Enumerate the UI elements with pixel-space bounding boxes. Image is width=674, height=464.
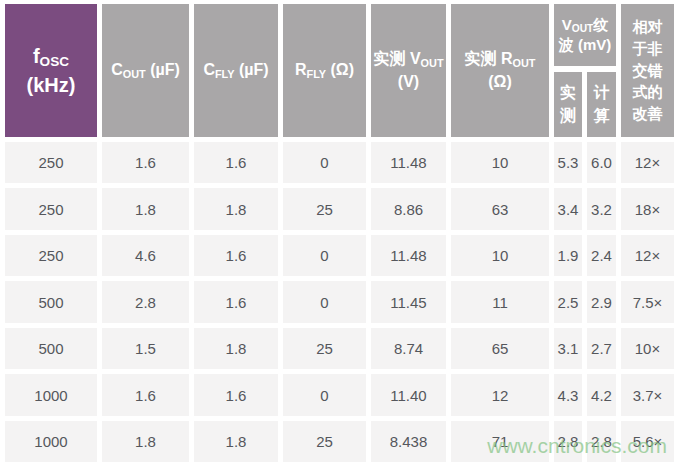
table-cell: 1000	[5, 374, 97, 416]
table-cell: 1.8	[194, 328, 278, 370]
table-cell: 3.1	[554, 328, 582, 370]
header-rfly-label: RFLY (Ω)	[295, 59, 354, 81]
table-cell: 8.86	[371, 188, 446, 230]
header-vout-line2: (V)	[398, 71, 419, 93]
table-cell: 12×	[621, 142, 674, 184]
table-cell: 3.4	[554, 188, 582, 230]
table-cell: 0	[283, 142, 366, 184]
table-cell: 1.5	[102, 328, 189, 370]
table-cell: 2.8	[102, 281, 189, 323]
table-cell: 3.7×	[621, 374, 674, 416]
table-cell: 1.8	[194, 188, 278, 230]
table-cell: 2.9	[587, 281, 616, 323]
table-cell: 2.4	[587, 235, 616, 277]
table-cell: 2.7	[587, 328, 616, 370]
table-cell: 63	[451, 188, 549, 230]
table-cell: 250	[5, 235, 97, 277]
table-cell: 11.48	[371, 235, 446, 277]
table-cell: 11.45	[371, 281, 446, 323]
table-cell: 2.5	[554, 281, 582, 323]
table-cell: 25	[283, 328, 366, 370]
table-cell: 6.0	[587, 142, 616, 184]
watermark: www.cntronics.com	[487, 434, 667, 458]
header-cfly: CFLY (µF)	[194, 4, 278, 137]
table-cell: 0	[283, 374, 366, 416]
table-cell: 11.48	[371, 142, 446, 184]
table-cell: 1.6	[194, 374, 278, 416]
table-cell: 7.5×	[621, 281, 674, 323]
table-cell: 1.6	[194, 235, 278, 277]
table-cell: 1.8	[102, 188, 189, 230]
table-cell: 1.8	[194, 421, 278, 463]
table-cell: 500	[5, 328, 97, 370]
table-cell: 11	[451, 281, 549, 323]
table-cell: 10	[451, 142, 549, 184]
header-vout-line1: 实测 VOUT	[373, 48, 443, 70]
table-cell: 12	[451, 374, 549, 416]
header-improvement: 相对于非交错式的改善	[621, 4, 674, 137]
table-cell: 1000	[5, 421, 97, 463]
table-cell: 8.438	[371, 421, 446, 463]
header-rout-line1: 实测 ROUT	[465, 48, 536, 70]
header-fosc: fOSC (kHz)	[5, 4, 97, 137]
table-cell: 4.3	[554, 374, 582, 416]
table-cell: 10	[451, 235, 549, 277]
header-cout-label: COUT (µF)	[111, 59, 180, 81]
header-fosc-line2: (kHz)	[27, 71, 76, 100]
header-rout-measured: 实测 ROUT (Ω)	[451, 4, 549, 137]
table-cell: 11.40	[371, 374, 446, 416]
table-cell: 1.6	[102, 374, 189, 416]
header-cout: COUT (µF)	[102, 4, 189, 137]
results-table: fOSC (kHz) COUT (µF) CFLY (µF) RFLY (Ω) …	[0, 0, 674, 464]
header-vout-ripple-label: VOUT纹波 (mV)	[559, 15, 612, 56]
table-cell: 25	[283, 421, 366, 463]
table-cell: 1.6	[194, 142, 278, 184]
table-cell: 4.6	[102, 235, 189, 277]
table-cell: 1.6	[102, 142, 189, 184]
table-cell: 250	[5, 142, 97, 184]
table-cell: 18×	[621, 188, 674, 230]
table-cell: 8.74	[371, 328, 446, 370]
header-cfly-label: CFLY (µF)	[203, 59, 268, 81]
header-vout-measured: 实测 VOUT (V)	[371, 4, 446, 137]
header-rfly: RFLY (Ω)	[283, 4, 366, 137]
table-cell: 25	[283, 188, 366, 230]
header-ripple-calculated: 计算	[587, 72, 616, 138]
table-cell: 10×	[621, 328, 674, 370]
header-fosc-line1: fOSC	[33, 42, 69, 71]
table-cell: 1.8	[102, 421, 189, 463]
table-cell: 5.3	[554, 142, 582, 184]
header-vout-ripple: VOUT纹波 (mV)	[554, 4, 616, 66]
table-cell: 1.6	[194, 281, 278, 323]
table-cell: 0	[283, 281, 366, 323]
header-rout-line2: (Ω)	[488, 71, 511, 93]
table-cell: 0	[283, 235, 366, 277]
table-cell: 3.2	[587, 188, 616, 230]
table-cell: 12×	[621, 235, 674, 277]
table-cell: 1.9	[554, 235, 582, 277]
table-cell: 4.2	[587, 374, 616, 416]
header-vout-ripple-group: VOUT纹波 (mV) 实测 计算	[554, 4, 616, 137]
table-cell: 250	[5, 188, 97, 230]
header-ripple-measured: 实测	[554, 72, 582, 138]
table-cell: 500	[5, 281, 97, 323]
table-cell: 65	[451, 328, 549, 370]
